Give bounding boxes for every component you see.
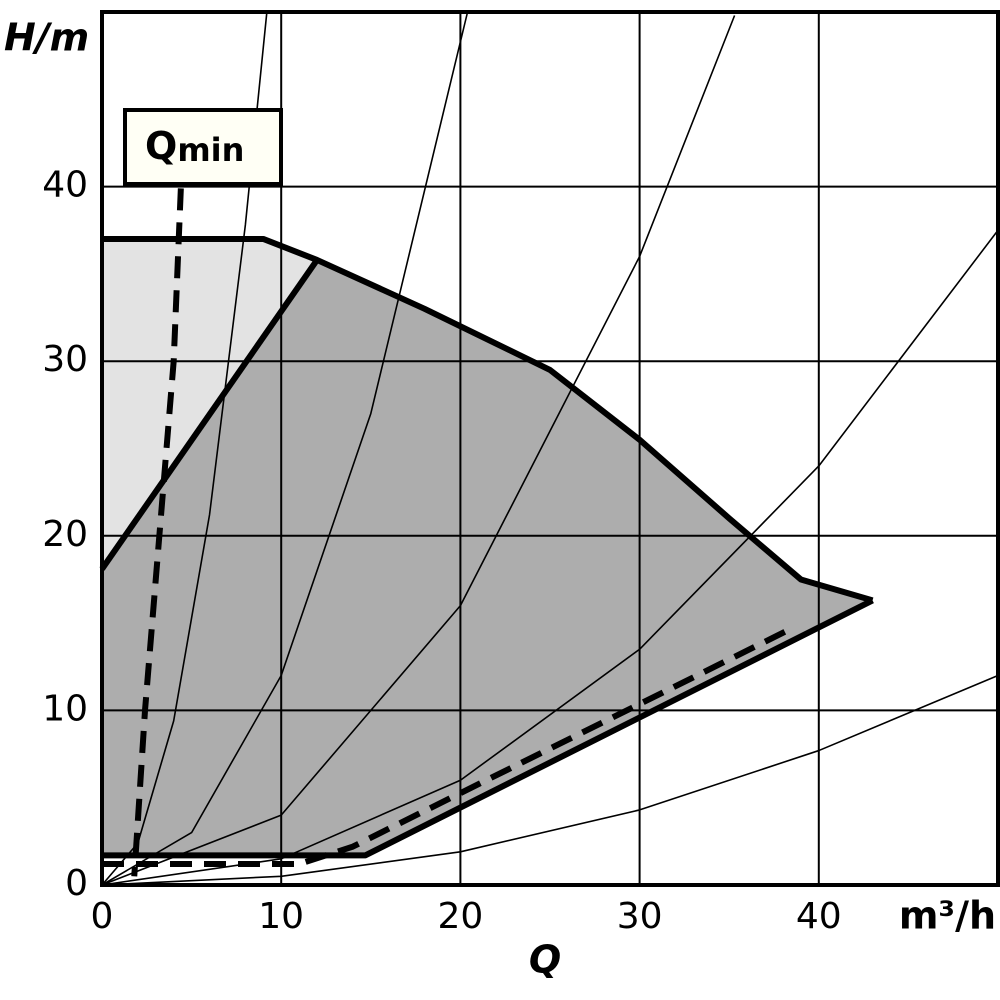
plot-frame: [100, 10, 1000, 887]
y-tick-label: 20: [42, 514, 88, 555]
lines: [99, 11, 999, 886]
y-tick-label: 30: [42, 339, 88, 380]
annotation-sub: min: [177, 131, 244, 169]
curve-dashed: [102, 627, 790, 868]
curve-thin: [101, 15, 736, 886]
curve-thick: [102, 235, 874, 604]
curve-thin: [101, 674, 999, 886]
x-tick-label: 0: [91, 896, 114, 937]
curve-thick: [102, 597, 874, 859]
annotation-box: [123, 108, 283, 186]
curve-thick: [99, 258, 320, 571]
curve-dashed: [131, 188, 184, 877]
x-tick-label: 30: [617, 896, 663, 937]
operating-area: [102, 259, 873, 856]
y-tick-label: 0: [65, 863, 88, 904]
areas: [102, 238, 873, 856]
annotation-text: Qmin: [145, 124, 244, 170]
x-tick-label: 10: [258, 896, 304, 937]
y-tick-label: 40: [42, 165, 88, 206]
x-axis-label: Q: [529, 938, 561, 982]
curve-thin: [101, 11, 469, 886]
x-tick-label: 20: [437, 896, 483, 937]
annotation-main: Q: [145, 124, 177, 168]
curve-thin: [101, 11, 268, 886]
y-axis-label: H/m: [4, 16, 89, 60]
x-tick-label: 40: [796, 896, 842, 937]
y-tick-label: 10: [42, 688, 88, 729]
x-axis-unit: m³/h: [899, 894, 996, 938]
annotation: Qmin: [123, 108, 283, 186]
